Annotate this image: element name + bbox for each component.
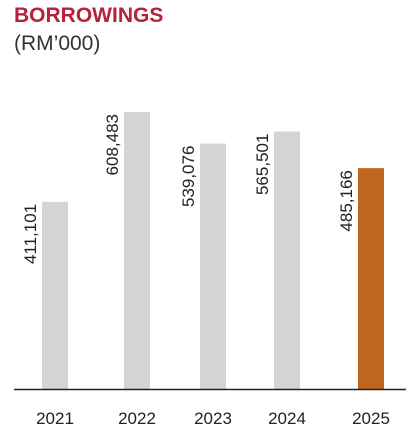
bar-2023 — [200, 143, 226, 389]
data-label-2024: 565,501 — [253, 134, 272, 195]
bar-2022 — [124, 112, 150, 389]
x-axis-ticks: 2021 2022 2023 2024 2025 — [36, 409, 390, 428]
tick-label-2022: 2022 — [118, 409, 156, 428]
tick-label-2023: 2023 — [194, 409, 232, 428]
tick-label-2025: 2025 — [352, 409, 390, 428]
data-label-2025: 485,166 — [337, 170, 356, 231]
chart-subtitle: (RM’000) — [14, 32, 100, 55]
bar-2024 — [274, 131, 300, 389]
data-label-2023: 539,076 — [179, 146, 198, 207]
bar-2025 — [358, 168, 384, 389]
tick-label-2024: 2024 — [268, 409, 306, 428]
data-label-2021: 411,101 — [21, 204, 40, 264]
bars-group: 411,101 608,483 539,076 565,501 485,166 — [21, 112, 384, 389]
tick-label-2021: 2021 — [36, 409, 74, 428]
bar-2021 — [42, 201, 68, 389]
chart-title: BORROWINGS — [14, 4, 163, 27]
data-label-2022: 608,483 — [103, 114, 122, 175]
